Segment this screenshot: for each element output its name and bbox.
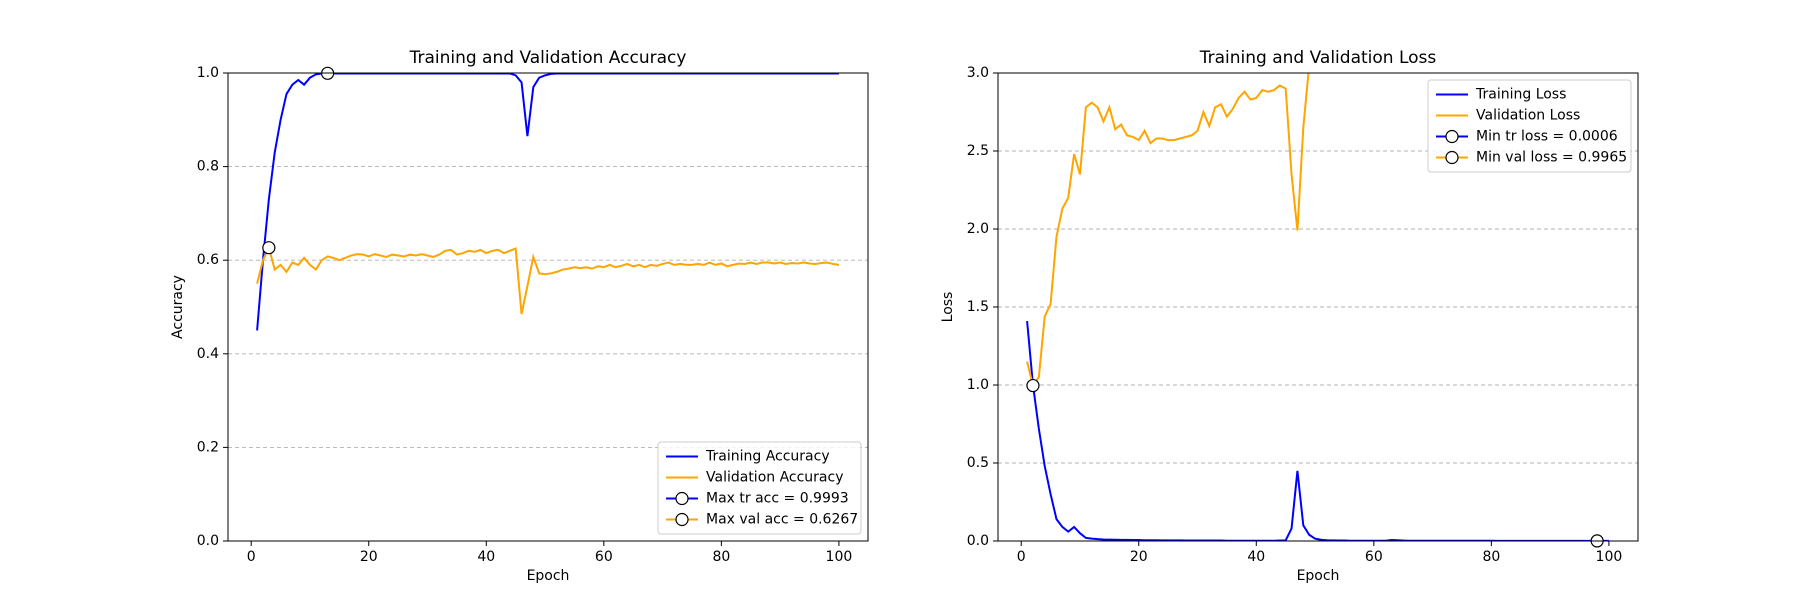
y-tick-label: 0.0 [967, 533, 989, 549]
legend-label: Validation Loss [1476, 108, 1580, 124]
y-tick-label: 1.0 [967, 377, 989, 393]
y-tick-label: 3.0 [967, 65, 989, 81]
y-tick-label: 2.5 [967, 143, 989, 159]
x-tick-label: 0 [1017, 549, 1026, 565]
x-axis-label: Epoch [1297, 568, 1340, 584]
legend-marker [1445, 129, 1459, 144]
x-tick-label: 60 [595, 549, 613, 565]
legend-marker [675, 491, 689, 506]
chart-title: Training and Validation Accuracy [409, 48, 687, 68]
axes-frame [227, 72, 869, 542]
y-tick-label: 0.6 [197, 252, 219, 268]
marker-point [262, 241, 276, 255]
x-tick-label: 80 [712, 549, 730, 565]
legend-label: Max val acc = 0.6267 [706, 512, 858, 528]
x-tick-label: 100 [826, 549, 853, 565]
y-tick-label: 0.5 [967, 455, 989, 471]
series-line [1026, 73, 1310, 388]
chart-title: Training and Validation Loss [1199, 48, 1437, 68]
marker-point [1026, 378, 1040, 393]
y-tick-label: 2.0 [967, 221, 989, 237]
x-axis-label: Epoch [527, 568, 570, 584]
y-tick-label: 0.8 [197, 159, 219, 175]
x-tick-label: 100 [1596, 549, 1623, 565]
y-tick-label: 0.0 [197, 533, 219, 549]
x-tick-label: 80 [1482, 549, 1500, 565]
x-tick-label: 20 [360, 549, 378, 565]
legend-label: Min tr loss = 0.0006 [1476, 129, 1618, 145]
y-tick-label: 1.5 [967, 299, 989, 315]
legend: Training Loss Validation Loss Min tr loss … [1427, 79, 1632, 173]
legend-label: Validation Accuracy [706, 470, 844, 486]
y-tick-label: 0.4 [197, 346, 219, 362]
legend-marker [1445, 150, 1459, 165]
legend-box [1427, 79, 1632, 173]
legend-box [657, 441, 862, 535]
x-tick-label: 40 [1247, 549, 1265, 565]
axes-frame [997, 72, 1639, 542]
y-axis-label: Accuracy [170, 275, 186, 339]
legend-label: Training Loss [1475, 87, 1566, 103]
x-tick-label: 40 [477, 549, 495, 565]
legend-marker [675, 512, 689, 527]
x-tick-label: 20 [1130, 549, 1148, 565]
legend-label: Max tr acc = 0.9993 [706, 491, 849, 507]
legend-label: Min val loss = 0.9965 [1476, 150, 1627, 166]
series-line [256, 244, 840, 315]
y-tick-label: 0.2 [197, 439, 219, 455]
legend: Training Accuracy Validation Accuracy Max … [657, 441, 862, 535]
legend-label: Training Accuracy [705, 449, 830, 465]
x-tick-label: 60 [1365, 549, 1383, 565]
x-tick-label: 0 [247, 549, 256, 565]
y-axis-label: Loss [940, 292, 956, 323]
y-tick-label: 1.0 [197, 65, 219, 81]
